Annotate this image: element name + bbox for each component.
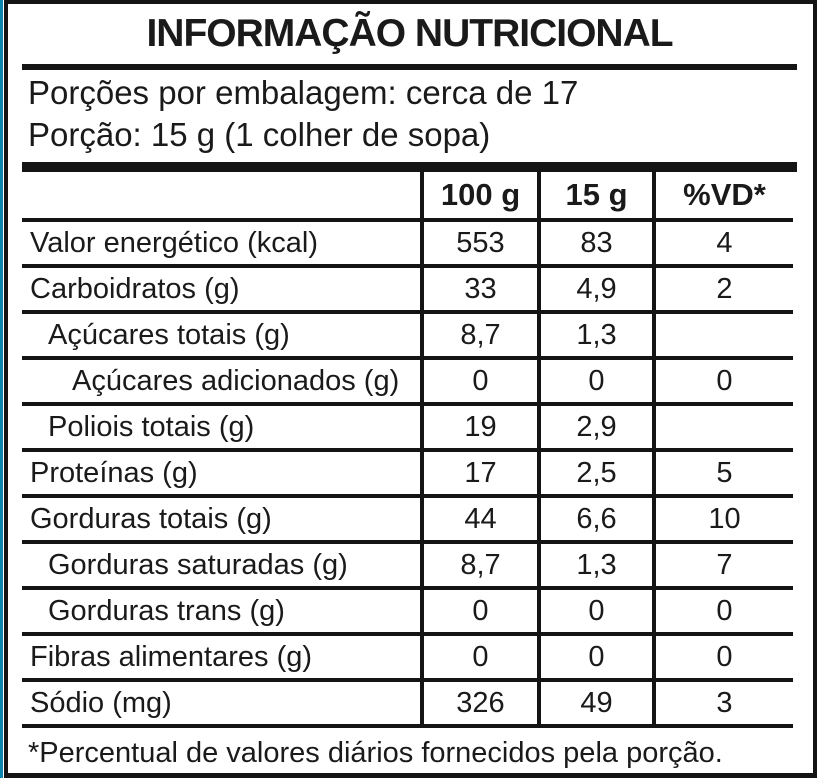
table-header-row: 100 g 15 g %VD*	[22, 172, 793, 222]
nutrient-name: Proteínas (g)	[30, 456, 198, 489]
table-row: Valor energético (kcal) 553 83 4	[22, 222, 793, 268]
title-divider	[22, 64, 797, 70]
table-row: Açúcares adicionados (g) 0 0 0	[22, 360, 793, 406]
value-per-15g: 83	[537, 222, 652, 264]
value-percent-dv: 7	[652, 544, 793, 586]
nutrient-name: Sódio (mg)	[30, 686, 172, 719]
header-cell-nutrient	[22, 172, 420, 218]
value-per-15g: 0	[537, 360, 652, 402]
label-content: INFORMAÇÃO NUTRICIONAL Porções por embal…	[22, 4, 797, 773]
table-row: Sódio (mg) 326 49 3	[22, 682, 793, 728]
package-edge-accent	[0, 0, 3, 778]
value-per-15g: 2,5	[537, 452, 652, 494]
value-per-100g: 553	[420, 222, 537, 264]
table-row: Gorduras trans (g) 0 0 0	[22, 590, 793, 636]
value-percent-dv	[652, 314, 793, 356]
serving-size: Porção: 15 g (1 colher de sopa)	[28, 116, 491, 153]
table-row: Poliois totais (g) 19 2,9	[22, 406, 793, 452]
nutrient-name: Açúcares totais (g)	[48, 318, 290, 351]
value-per-100g: 17	[420, 452, 537, 494]
value-per-15g: 1,3	[537, 314, 652, 356]
nutrient-name: Fibras alimentares (g)	[30, 640, 313, 673]
value-per-100g: 19	[420, 406, 537, 448]
value-per-15g: 1,3	[537, 544, 652, 586]
value-percent-dv: 0	[652, 590, 793, 632]
value-percent-dv: 10	[652, 498, 793, 540]
value-per-15g: 4,9	[537, 268, 652, 310]
table-top-divider	[22, 162, 797, 172]
table-row: Carboidratos (g) 33 4,9 2	[22, 268, 793, 314]
header-cell-per-100g: 100 g	[420, 172, 537, 218]
daily-value-footnote: *Percentual de valores diários fornecido…	[28, 737, 723, 769]
value-percent-dv: 3	[652, 682, 793, 724]
value-percent-dv: 4	[652, 222, 793, 264]
value-per-100g: 326	[420, 682, 537, 724]
value-per-100g: 0	[420, 590, 537, 632]
nutrient-name: Gorduras totais (g)	[30, 502, 272, 535]
label-title: INFORMAÇÃO NUTRICIONAL	[146, 12, 673, 55]
nutrient-name: Poliois totais (g)	[48, 410, 255, 443]
value-per-100g: 0	[420, 636, 537, 678]
value-per-15g: 2,9	[537, 406, 652, 448]
value-per-15g: 0	[537, 590, 652, 632]
table-row: Açúcares totais (g) 8,7 1,3	[22, 314, 793, 360]
nutrient-name: Gorduras trans (g)	[48, 594, 285, 627]
value-per-15g: 6,6	[537, 498, 652, 540]
servings-per-package: Porções por embalagem: cerca de 17	[28, 74, 579, 111]
value-per-100g: 33	[420, 268, 537, 310]
value-percent-dv: 5	[652, 452, 793, 494]
nutrient-name: Carboidratos (g)	[30, 272, 240, 305]
nutrient-name: Açúcares adicionados (g)	[72, 364, 400, 397]
nutrient-name: Valor energético (kcal)	[30, 226, 318, 259]
value-per-100g: 44	[420, 498, 537, 540]
value-per-15g: 0	[537, 636, 652, 678]
value-percent-dv: 0	[652, 636, 793, 678]
header-cell-per-15g: 15 g	[537, 172, 652, 218]
value-percent-dv: 2	[652, 268, 793, 310]
header-cell-percent-dv: %VD*	[652, 172, 793, 218]
nutrient-name: Gorduras saturadas (g)	[48, 548, 348, 581]
nutrition-table: 100 g 15 g %VD* Valor energético (kcal) …	[22, 172, 793, 728]
serving-info: Porções por embalagem: cerca de 17 Porçã…	[22, 70, 797, 158]
value-percent-dv: 0	[652, 360, 793, 402]
value-per-100g: 8,7	[420, 314, 537, 356]
table-row: Proteínas (g) 17 2,5 5	[22, 452, 793, 498]
table-row: Gorduras saturadas (g) 8,7 1,3 7	[22, 544, 793, 590]
value-per-15g: 49	[537, 682, 652, 724]
label-frame: INFORMAÇÃO NUTRICIONAL Porções por embal…	[4, 0, 817, 778]
value-percent-dv	[652, 406, 793, 448]
table-row: Fibras alimentares (g) 0 0 0	[22, 636, 793, 682]
value-per-100g: 0	[420, 360, 537, 402]
table-body: Valor energético (kcal) 553 83 4 Carboid…	[22, 222, 793, 728]
value-per-100g: 8,7	[420, 544, 537, 586]
table-row: Gorduras totais (g) 44 6,6 10	[22, 498, 793, 544]
